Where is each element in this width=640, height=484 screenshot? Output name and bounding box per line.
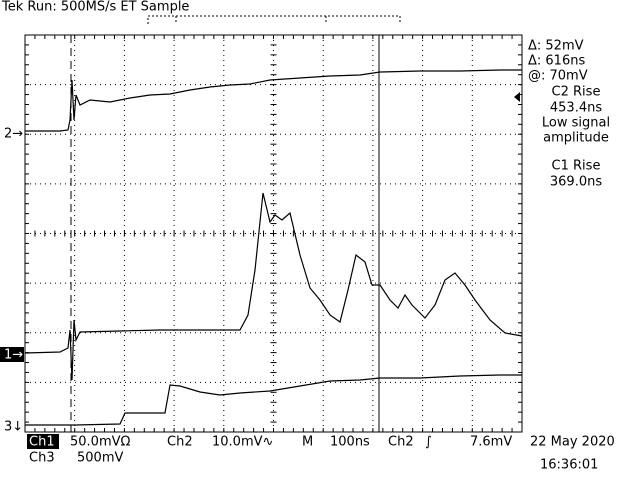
trace-ch3 xyxy=(25,374,522,426)
readout-line: C2 Rise xyxy=(552,85,601,100)
readout-line: Δ: 616ns xyxy=(528,54,585,69)
status-text: Ch2 xyxy=(388,435,414,450)
readout-line: @: 70mV xyxy=(528,69,588,84)
status-text: 100ns xyxy=(330,435,370,450)
status-text: 50.0mVΩ xyxy=(70,435,131,450)
ch2-marker: 2→ xyxy=(4,127,23,142)
status-text: 22 May 2020 xyxy=(530,435,615,450)
readout-line: Low signal xyxy=(542,116,610,131)
readout-line: 369.0ns xyxy=(550,175,602,190)
ch1-marker-bg xyxy=(0,347,24,362)
header-title: Tek Run: 500MS/s ET Sample xyxy=(1,0,189,15)
ch1-marker: 1→ xyxy=(4,348,23,363)
trigger-window xyxy=(147,15,401,24)
grid xyxy=(24,34,523,433)
trace-ch2 xyxy=(25,69,522,132)
trace-ch1 xyxy=(24,192,523,381)
status-text: Ch3 xyxy=(29,451,55,466)
status-text: Ch1 xyxy=(29,435,55,450)
ch1-label-bg xyxy=(27,434,59,449)
readout-line: 453.4ns xyxy=(550,101,602,116)
status-text: Ch2 xyxy=(167,435,193,450)
status-text: 10.0mV∿ xyxy=(212,435,273,450)
trigger-level-arrow xyxy=(514,92,520,102)
status-text: M xyxy=(302,435,313,450)
status-text: 7.6mV xyxy=(470,435,512,450)
readout-panel: Δ: 52mV Δ: 616ns @: 70mV C2 Rise 453.4ns… xyxy=(528,39,610,190)
readout-line: C1 Rise xyxy=(552,159,601,174)
status-text: ∫ xyxy=(425,435,432,450)
readout-line: Δ: 52mV xyxy=(528,39,584,54)
status-bar: Ch1 50.0mVΩ Ch2 10.0mV∿ M 100ns Ch2 ∫ 7.… xyxy=(27,434,615,473)
status-text: 16:36:01 xyxy=(540,458,598,473)
status-text: 500mV xyxy=(77,451,123,466)
readout-line: amplitude xyxy=(543,131,609,146)
ch3-marker: 3↓ xyxy=(4,420,23,435)
